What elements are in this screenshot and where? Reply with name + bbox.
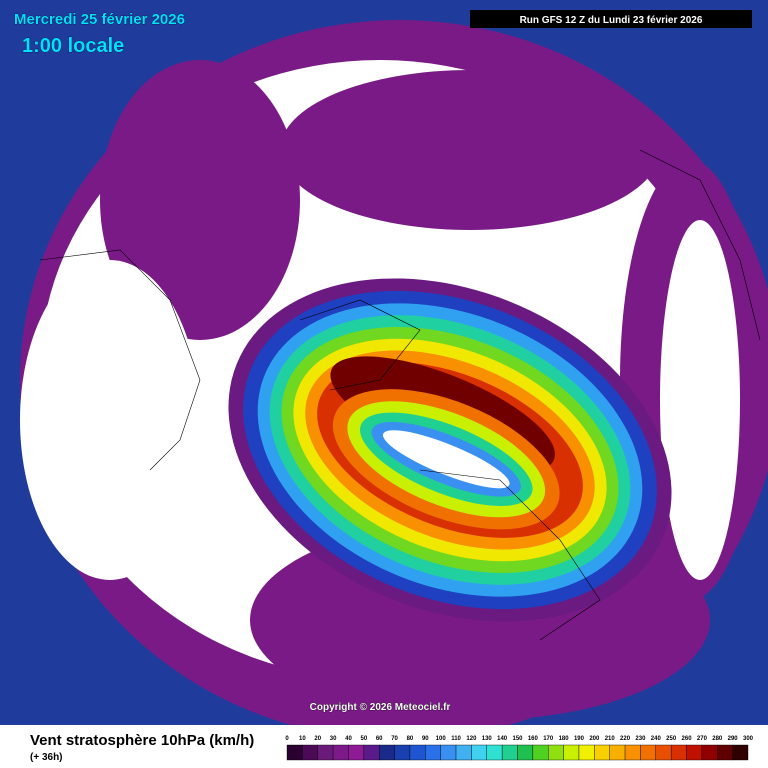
- scale-label: 80: [407, 736, 414, 742]
- color-swatch: [609, 744, 626, 761]
- scale-label: 150: [512, 736, 523, 742]
- color-swatch: [332, 744, 349, 761]
- copyright: Copyright © 2026 Meteociel.fr: [310, 702, 451, 713]
- scale-label: 130: [482, 736, 493, 742]
- color-swatch: [717, 744, 733, 761]
- color-swatch: [548, 744, 564, 761]
- date-title: Mercredi 25 février 2026: [14, 11, 185, 28]
- scale-label: 210: [605, 736, 616, 742]
- scale-label: 260: [682, 736, 693, 742]
- scale-label: 280: [712, 736, 723, 742]
- color-swatch: [286, 744, 303, 761]
- scale-label: 120: [466, 736, 477, 742]
- color-swatch: [379, 744, 395, 761]
- run-box: [470, 10, 752, 28]
- scale-label: 30: [330, 736, 337, 742]
- color-swatch: [517, 744, 534, 761]
- color-swatch: [317, 744, 334, 761]
- scale-label: 270: [697, 736, 708, 742]
- color-swatch: [686, 744, 703, 761]
- scale-label: 180: [559, 736, 570, 742]
- scale-label: 40: [345, 736, 352, 742]
- color-swatch: [455, 744, 472, 761]
- scale-label: 50: [360, 736, 367, 742]
- map: [0, 0, 768, 725]
- scale-label: 90: [422, 736, 429, 742]
- color-swatch: [425, 744, 441, 761]
- scale-label: 220: [620, 736, 631, 742]
- scale-label: 160: [528, 736, 539, 742]
- scale-label: 240: [651, 736, 662, 742]
- color-swatch: [594, 744, 610, 761]
- color-swatch: [563, 744, 580, 761]
- scale-label: 60: [376, 736, 383, 742]
- color-swatch: [394, 744, 411, 761]
- color-swatch: [409, 744, 426, 761]
- color-swatch: [670, 744, 687, 761]
- scale-label: 100: [436, 736, 447, 742]
- scale-label: 300: [743, 736, 754, 742]
- color-swatch: [501, 744, 518, 761]
- scale-label: 0: [285, 736, 289, 742]
- scale-label: 290: [728, 736, 739, 742]
- color-swatch: [532, 744, 549, 761]
- scale-label: 20: [314, 736, 321, 742]
- color-swatch: [732, 744, 749, 761]
- legend-lead: (+ 36h): [30, 752, 63, 763]
- polar-vortex: [228, 278, 672, 622]
- scale-label: 170: [543, 736, 554, 742]
- time-title: 1:00 locale: [22, 35, 124, 57]
- color-swatch: [578, 744, 595, 761]
- color-scale: 0 10 20 30 40 50 60 70 80 90 100 110 120 130 140 150 160…: [285, 736, 754, 761]
- legend-title: Vent stratosphère 10hPa (km/h): [30, 732, 254, 749]
- scale-label: 190: [574, 736, 585, 742]
- color-swatch: [640, 744, 657, 761]
- run-title: Run GFS 12 Z du Lundi 23 février 2026: [520, 15, 703, 26]
- scale-label: 70: [391, 736, 398, 742]
- scale-label: 250: [666, 736, 677, 742]
- color-swatch: [363, 744, 380, 761]
- scale-label: 110: [451, 736, 461, 742]
- color-swatch: [348, 744, 365, 761]
- color-swatch: [701, 744, 718, 761]
- color-swatch: [302, 744, 318, 761]
- scale-label: 140: [497, 736, 508, 742]
- scale-label: 10: [299, 736, 306, 742]
- color-swatch: [624, 744, 641, 761]
- scale-label: 230: [635, 736, 646, 742]
- color-swatch: [440, 744, 457, 761]
- coastlines: [39, 149, 761, 641]
- scale-label: 200: [589, 736, 600, 742]
- color-swatch: [486, 744, 503, 761]
- color-swatch: [655, 744, 672, 761]
- color-swatch: [471, 744, 487, 761]
